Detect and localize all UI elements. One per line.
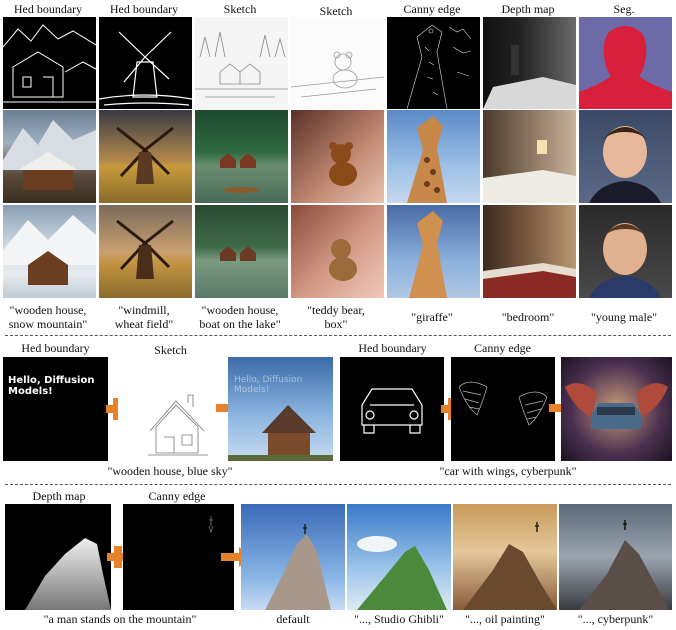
caption-oil-painting: "..., oil painting" — [453, 612, 557, 626]
gen2-house-snow — [3, 205, 96, 298]
caption-windmill: "windmill, wheat field" — [96, 303, 192, 331]
canny-giraffe-condition — [387, 17, 480, 109]
caption-house-mountain: "wooden house, snow mountain" — [0, 303, 96, 331]
gen2-giraffe — [387, 205, 480, 298]
hed-house-condition — [3, 17, 96, 109]
mountain-default — [241, 504, 345, 610]
mid-left-label-2: Sketch — [118, 344, 223, 357]
caption-ghibli: "..., Studio Ghibli" — [347, 612, 451, 626]
section-divider-1 — [5, 335, 671, 336]
caption-cabins-lake: "wooden house, boat on the lake" — [192, 303, 288, 331]
caption-default: default — [241, 612, 345, 626]
col-label-2: Hed boundary — [96, 3, 192, 16]
caption-giraffe: "giraffe" — [384, 310, 480, 324]
seg-male-condition — [579, 17, 672, 109]
mid-winged-car-generated — [561, 357, 672, 461]
bottom-label-depth: Depth map — [3, 490, 115, 503]
gen2-bedroom — [483, 205, 576, 298]
mid-car-hed-condition — [340, 357, 444, 461]
mid-wings-canny-condition — [451, 357, 555, 461]
depth-bedroom-condition — [483, 17, 576, 109]
section-divider-2 — [5, 484, 671, 485]
mid-right-label-2: Canny edge — [450, 342, 555, 355]
mid-right-label-1: Hed boundary — [340, 342, 445, 355]
caption-bedroom: "bedroom" — [480, 310, 576, 324]
gen-bedroom — [483, 110, 576, 203]
col-label-5: Canny edge — [384, 3, 480, 16]
col-label-6: Depth map — [480, 3, 576, 16]
gen-teddy-box — [291, 110, 384, 203]
gen2-windmill — [99, 205, 192, 298]
mid-text-hed-condition: Hello, Diffusion Models! — [3, 357, 108, 461]
mountain-cyberpunk — [559, 504, 672, 610]
mid-sketch-condition — [118, 357, 222, 461]
mid-house-generated: Hello, Diffusion Models! — [228, 357, 333, 461]
caption-cyberpunk: "..., cyberpunk" — [559, 612, 672, 626]
mountain-ghibli — [347, 504, 451, 610]
mountain-oil-painting — [453, 504, 557, 610]
caption-young-male: "young male" — [576, 310, 672, 324]
gen2-young-male — [579, 205, 672, 298]
gen-cabins-lake — [195, 110, 288, 203]
gen2-teddy-box — [291, 205, 384, 298]
sketch-cabins-condition — [195, 17, 288, 109]
bottom-canny-condition — [123, 504, 234, 610]
col-label-7: Seg. — [576, 3, 672, 16]
hed-windmill-condition — [99, 17, 192, 109]
sketch-teddy-condition — [291, 17, 384, 109]
bottom-label-canny: Canny edge — [121, 490, 233, 503]
gen-house-mountain — [3, 110, 96, 203]
gen-young-male — [579, 110, 672, 203]
col-label-3: Sketch — [192, 3, 288, 16]
bottom-depth-condition — [5, 504, 111, 610]
caption-car-wings: "car with wings, cyberpunk" — [340, 464, 676, 478]
col-label-1: Hed boundary — [0, 3, 96, 16]
overlay-hello-text: Hello, Diffusion Models! — [8, 375, 108, 397]
gen-giraffe — [387, 110, 480, 203]
caption-teddy-bear: "teddy bear, box" — [288, 303, 384, 331]
faint-hello-text: Hello, Diffusion Models! — [234, 375, 333, 395]
gen-windmill — [99, 110, 192, 203]
mid-left-label-1: Hed boundary — [3, 342, 108, 355]
caption-man-mountain: "a man stands on the mountain" — [0, 612, 240, 626]
gen2-cabins-lake — [195, 205, 288, 298]
caption-wooden-house-blue-sky: "wooden house, blue sky" — [0, 464, 340, 478]
